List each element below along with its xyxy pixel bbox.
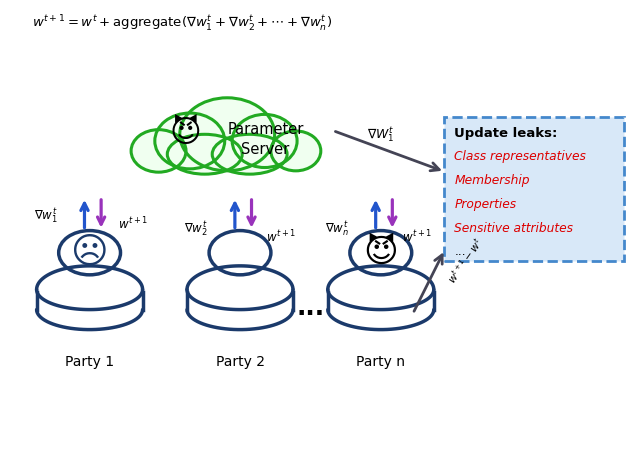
Circle shape [350, 230, 412, 275]
Circle shape [59, 230, 120, 275]
Circle shape [209, 230, 271, 275]
Ellipse shape [232, 114, 297, 168]
Ellipse shape [167, 134, 242, 174]
Text: Party 2: Party 2 [216, 355, 264, 369]
Text: $w^{t+1}=w^t+\mathrm{aggregate}(\nabla w_1^t + \nabla w_2^t + \cdots + \nabla w_: $w^{t+1}=w^t+\mathrm{aggregate}(\nabla w… [32, 14, 332, 34]
Text: Update leaks:: Update leaks: [454, 127, 558, 140]
Text: $w^{t+1}$: $w^{t+1}$ [266, 229, 296, 246]
Text: Sensitive attributes: Sensitive attributes [454, 222, 573, 234]
Text: $\nabla W_1^t$: $\nabla W_1^t$ [367, 126, 394, 145]
Text: $w^{t+1}$: $w^{t+1}$ [402, 229, 432, 246]
Ellipse shape [212, 134, 287, 174]
Text: $\nabla w_1^t$: $\nabla w_1^t$ [34, 207, 58, 225]
Text: $\nabla w_2^t$: $\nabla w_2^t$ [184, 220, 208, 239]
FancyBboxPatch shape [444, 117, 624, 261]
Text: 😈: 😈 [364, 236, 398, 269]
Text: 😈: 😈 [170, 118, 202, 148]
Text: ☹: ☹ [71, 236, 108, 270]
Text: $w^{t+1}-w^t$: $w^{t+1}-w^t$ [445, 235, 486, 286]
Text: Parameter
Server: Parameter Server [227, 122, 304, 157]
Text: ...: ... [454, 245, 466, 258]
Text: ···: ··· [296, 302, 324, 326]
Ellipse shape [180, 98, 275, 171]
Text: Party 1: Party 1 [65, 355, 114, 369]
Text: $\nabla w_n^t$: $\nabla w_n^t$ [324, 220, 349, 239]
Text: Properties: Properties [454, 198, 516, 211]
Text: Party n: Party n [356, 355, 405, 369]
Ellipse shape [155, 113, 225, 169]
Text: Membership: Membership [454, 174, 530, 187]
Text: $w^{t+1}$: $w^{t+1}$ [118, 215, 148, 232]
Ellipse shape [131, 130, 186, 172]
Text: Class representatives: Class representatives [454, 150, 586, 163]
Ellipse shape [271, 131, 321, 171]
